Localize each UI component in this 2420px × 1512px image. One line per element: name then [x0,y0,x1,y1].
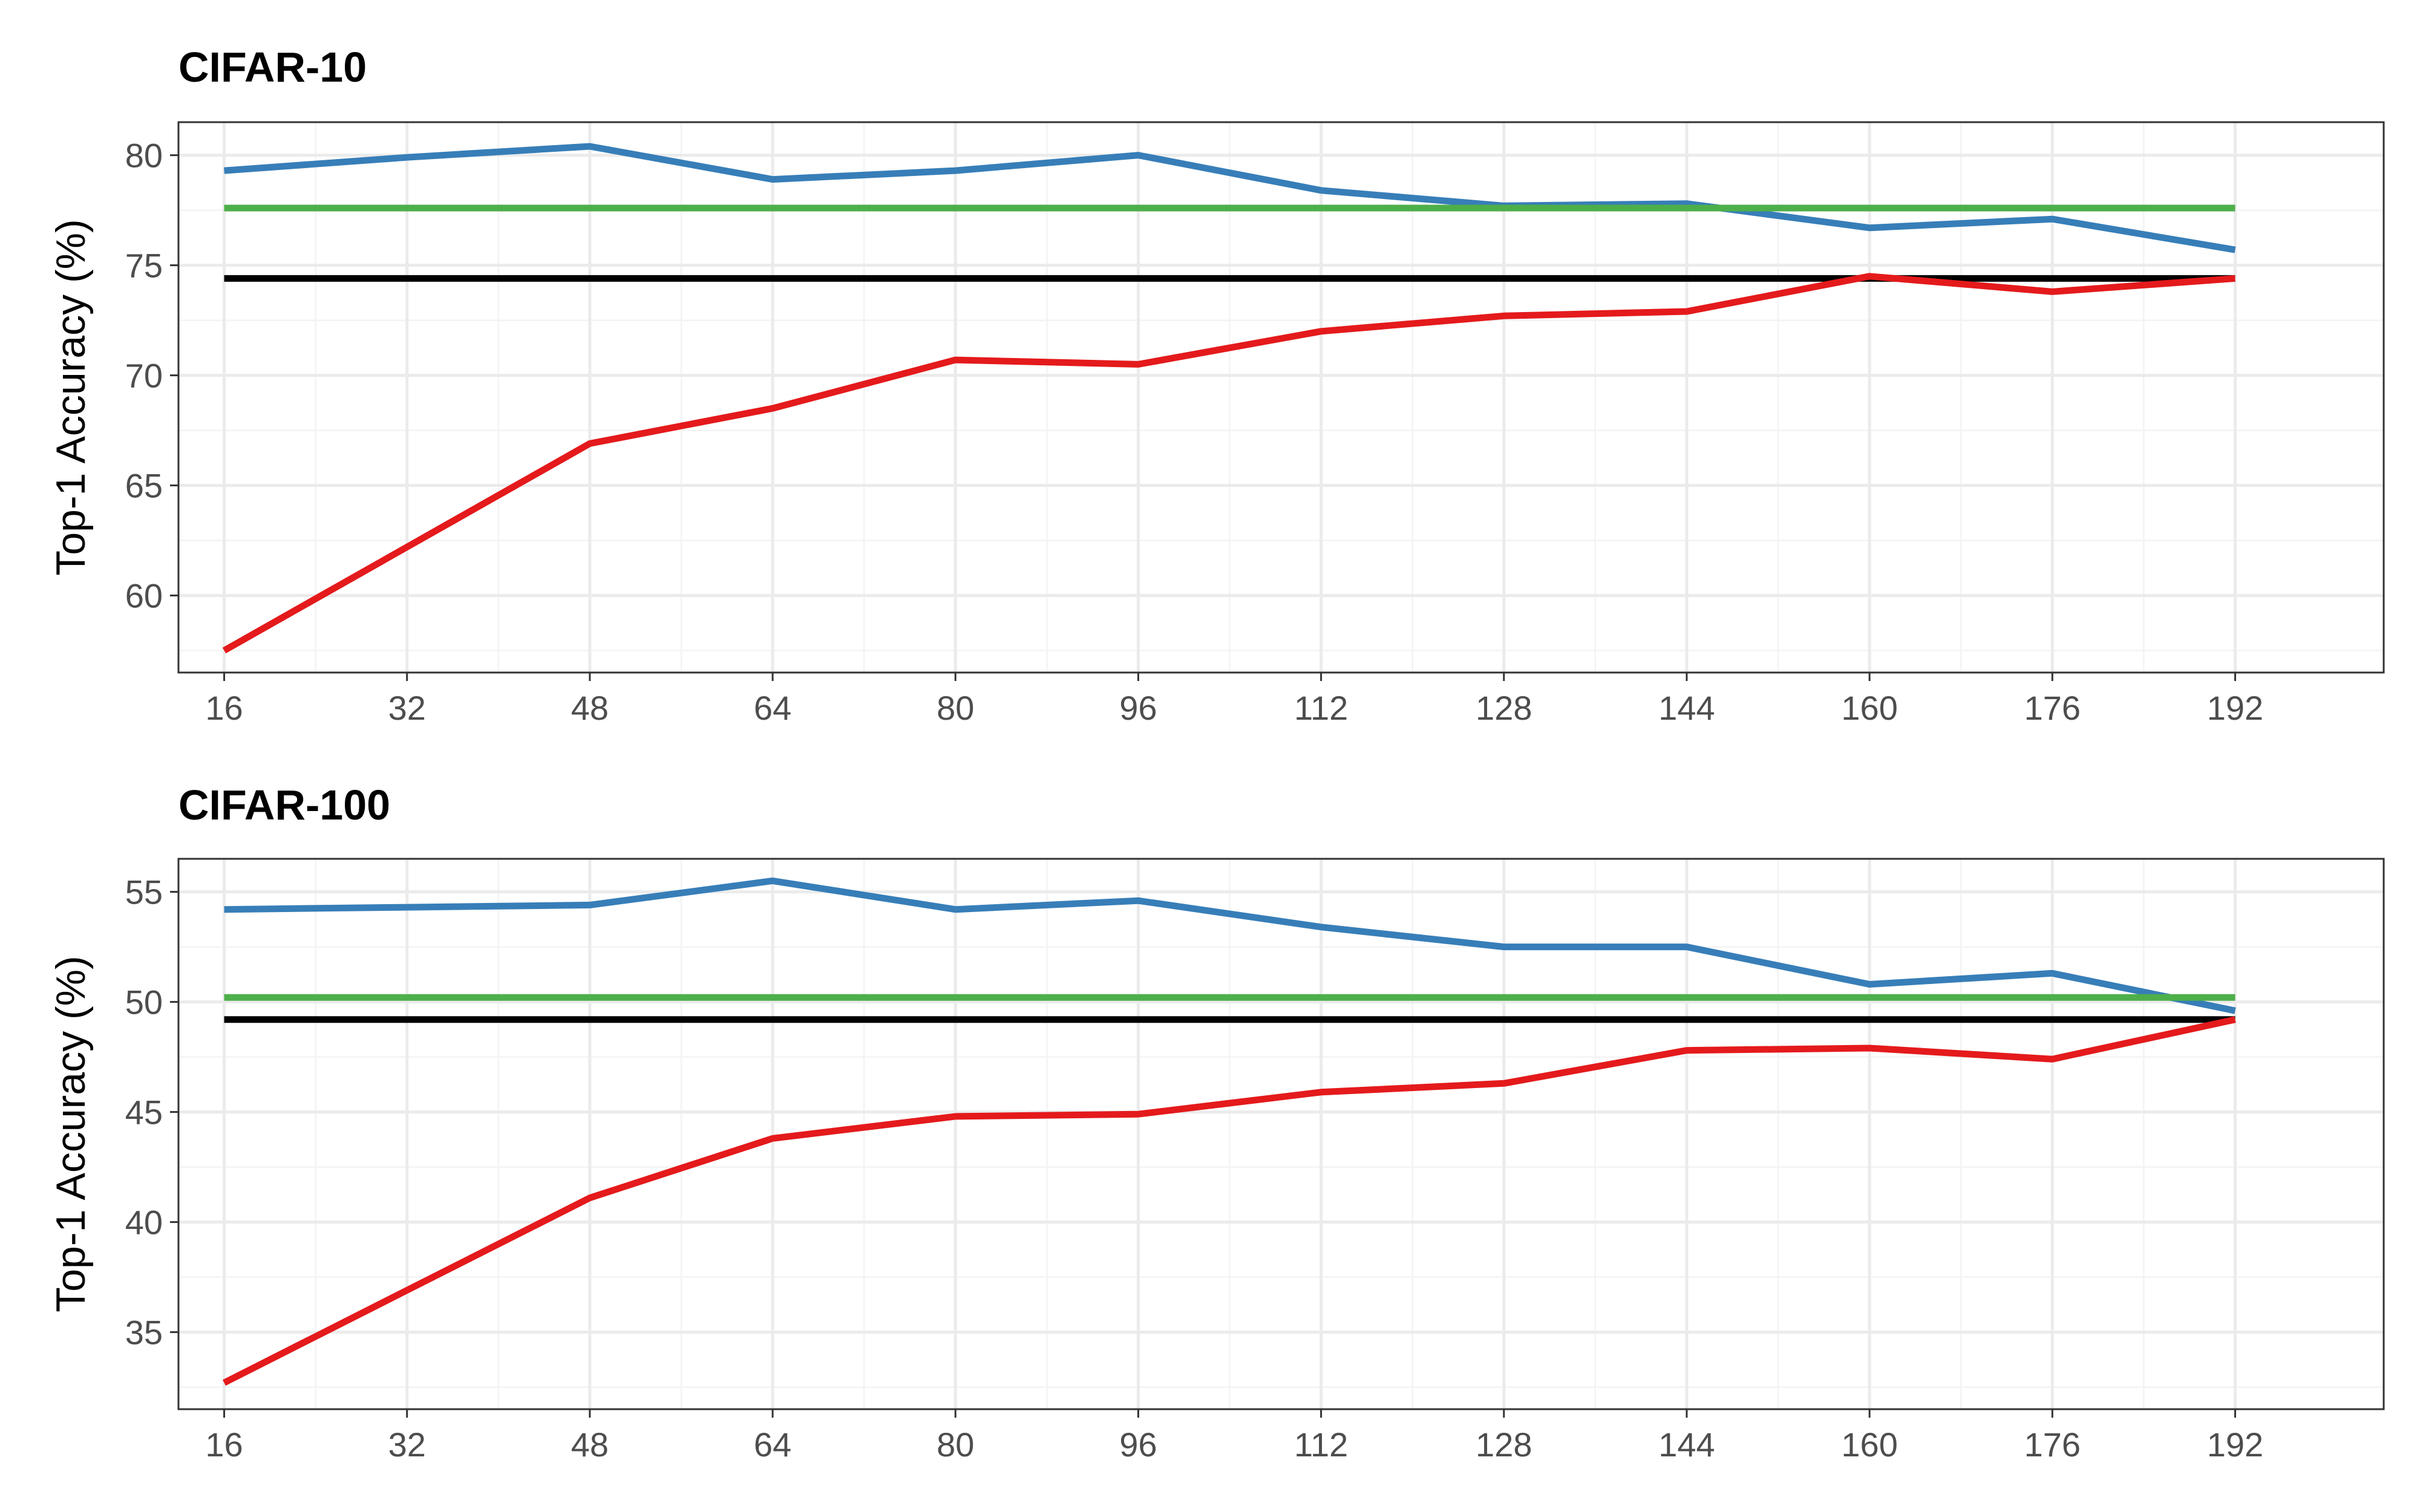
x-tick-label: 160 [1841,689,1897,727]
x-tick-label: 64 [754,1426,791,1464]
series-line-4 [222,273,2235,654]
x-tick-label: 80 [937,689,974,727]
x-tick-label: 112 [1294,689,1348,727]
y-tick-label: 70 [125,357,163,395]
y-axis-label: Top-1 Accuracy (%) [48,219,94,576]
y-tick-label: 35 [125,1314,163,1352]
y-tick-label: 45 [125,1093,163,1132]
x-tick-label: 64 [754,689,791,727]
x-tick-label: 16 [205,689,243,727]
y-tick-label: 55 [125,873,163,911]
y-tick-label: 40 [125,1204,163,1242]
x-tick-label: 128 [1476,689,1532,727]
x-tick-label: 32 [388,689,426,727]
x-tick-label: 80 [937,1426,974,1464]
series-line-4 [223,1016,2236,1386]
panel-border [177,858,2385,1410]
x-tick-label: 160 [1841,1426,1897,1464]
x-tick-label: 96 [1119,1426,1157,1464]
panel-title: CIFAR-10 [178,44,367,91]
x-tick-label: 144 [1658,689,1715,727]
x-tick-label: 48 [571,689,609,727]
x-tick-label: 176 [2024,689,2081,727]
series-line-1 [224,143,2236,253]
x-tick-label: 48 [571,1426,609,1464]
panel-cifar-10: 16 32 48 64 80 96 112 128 144 160 176 192 60 65 70 75 80… [48,44,2385,727]
y-tick-label: 65 [125,467,163,505]
x-tick-label: 144 [1658,1426,1715,1464]
x-tick-label: 192 [2207,689,2263,727]
x-tick-label: 192 [2207,1426,2263,1464]
x-tick-label: 128 [1476,1426,1532,1464]
series-line-1 [224,877,2236,1014]
y-tick-label: 80 [125,137,163,175]
y-axis-label: Top-1 Accuracy (%) [48,956,94,1312]
panel-border [177,121,2385,674]
x-tick-label: 112 [1294,1426,1348,1464]
panel-cifar-100: 16 32 48 64 80 96 112 128 144 160 176 192 35 40 45 50 55… [48,781,2385,1464]
y-tick-label: 75 [125,247,163,285]
x-tick-label: 32 [388,1426,426,1464]
y-tick-label: 60 [125,577,163,615]
y-tick-label: 50 [125,983,163,1022]
panel-title: CIFAR-100 [178,781,390,829]
x-tick-label: 16 [205,1426,243,1464]
x-tick-label: 96 [1119,689,1157,727]
x-tick-label: 176 [2024,1426,2081,1464]
